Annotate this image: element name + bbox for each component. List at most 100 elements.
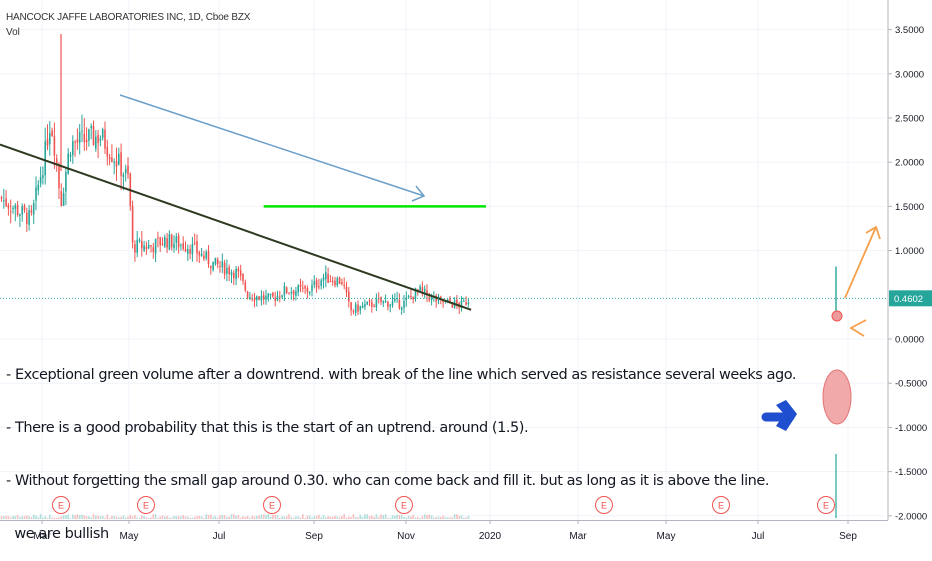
candle-body (203, 255, 205, 259)
earnings-marker[interactable]: E (263, 496, 281, 514)
candle-body (5, 198, 7, 207)
volume-bar (180, 516, 182, 519)
candle-body (315, 280, 318, 288)
volume-bar (297, 516, 299, 519)
volume-bar (143, 516, 145, 519)
price-badge-bg (889, 290, 932, 307)
earnings-label: E (823, 501, 829, 511)
volume-bar (417, 517, 419, 519)
earnings-marker[interactable]: E (395, 496, 413, 514)
volume-bar (108, 517, 111, 519)
volume-bar (412, 514, 414, 519)
volume-bar (440, 517, 442, 519)
earnings-label: E (58, 501, 64, 511)
candle-body (382, 300, 385, 304)
candle-body (214, 257, 217, 264)
volume-bar (99, 516, 102, 519)
candle-body (394, 298, 396, 302)
x-tick-label: May (657, 531, 676, 542)
candle-body (295, 291, 297, 296)
volume-bar (212, 516, 214, 519)
volume-bar (85, 516, 88, 519)
candle-body (0, 197, 3, 199)
downtrend-arrow (119, 94, 425, 197)
candle-body (111, 157, 113, 162)
candle-body (230, 272, 233, 276)
volume-bar (65, 515, 67, 519)
volume-bar (26, 515, 28, 519)
volume-bar (322, 515, 325, 519)
candle-body (398, 299, 401, 309)
volume-bar (138, 517, 141, 519)
candle-body (12, 207, 14, 209)
candle-body (352, 311, 355, 313)
candle-body (313, 281, 316, 286)
volume-bar (46, 517, 49, 519)
candle-body (184, 249, 187, 252)
x-tick-label: May (120, 531, 139, 542)
volume-bar (9, 517, 12, 519)
volume-bar (150, 517, 152, 519)
volume-bar (269, 516, 272, 519)
candle-body (396, 298, 398, 300)
y-tick-label: -2.0000 (895, 511, 927, 522)
earnings-circle (263, 496, 281, 514)
candle-body (400, 307, 403, 310)
y-tick-label: 3.5000 (895, 25, 924, 36)
earnings-marker[interactable]: E (595, 496, 613, 514)
earnings-marker[interactable]: E (137, 496, 155, 514)
candle-body (421, 287, 424, 291)
volume-bar (348, 516, 350, 519)
candle-body (281, 295, 283, 298)
volume-bar (359, 514, 362, 519)
volume-bar (118, 517, 120, 519)
volume-bar (115, 516, 118, 519)
candle-body (72, 141, 74, 156)
earnings-label: E (143, 501, 149, 511)
candle-body (336, 278, 339, 286)
candle-body (341, 282, 343, 285)
candle-body (191, 243, 194, 255)
candle-body (28, 210, 30, 225)
volume-bar (460, 515, 463, 519)
volume-bar (368, 516, 371, 519)
volume-bar (405, 517, 408, 519)
volume-bar (120, 516, 122, 519)
volume-bar (7, 516, 10, 519)
volume-bar (426, 514, 428, 519)
candle-body (219, 266, 221, 268)
volume-bar (380, 514, 382, 519)
earnings-circle (52, 496, 70, 514)
candle-body (7, 205, 10, 209)
volume-bar (58, 517, 60, 519)
volume-bar (258, 515, 260, 519)
candle-body (198, 252, 201, 256)
volume-bar (265, 515, 267, 519)
volume-bar (350, 517, 352, 519)
symbol-title[interactable]: HANCOCK JAFFE LABORATORIES INC, 1D, Cboe… (6, 12, 251, 23)
volume-bar (391, 515, 394, 519)
volume-bar (88, 516, 90, 519)
gap-ellipse (822, 369, 852, 425)
candle-body (357, 304, 359, 312)
candle-body (51, 130, 53, 137)
volume-label[interactable]: Vol (6, 27, 20, 38)
volume-bar (288, 514, 290, 519)
earnings-marker[interactable]: E (817, 496, 835, 514)
candle-body (210, 265, 212, 268)
earnings-marker[interactable]: E (712, 496, 730, 514)
volume-bar (373, 516, 375, 519)
volume-bar (242, 516, 244, 519)
volume-bar (187, 516, 189, 519)
candle-body (55, 158, 58, 165)
candle-body (90, 126, 92, 129)
candle-body (175, 236, 178, 243)
candle-body (69, 154, 72, 157)
volume-bar (375, 514, 378, 519)
volume-bar (196, 516, 198, 519)
volume-bar (141, 515, 143, 519)
earnings-marker[interactable]: E (52, 496, 70, 514)
volume-bar (389, 517, 391, 519)
volume-bar (177, 516, 180, 519)
